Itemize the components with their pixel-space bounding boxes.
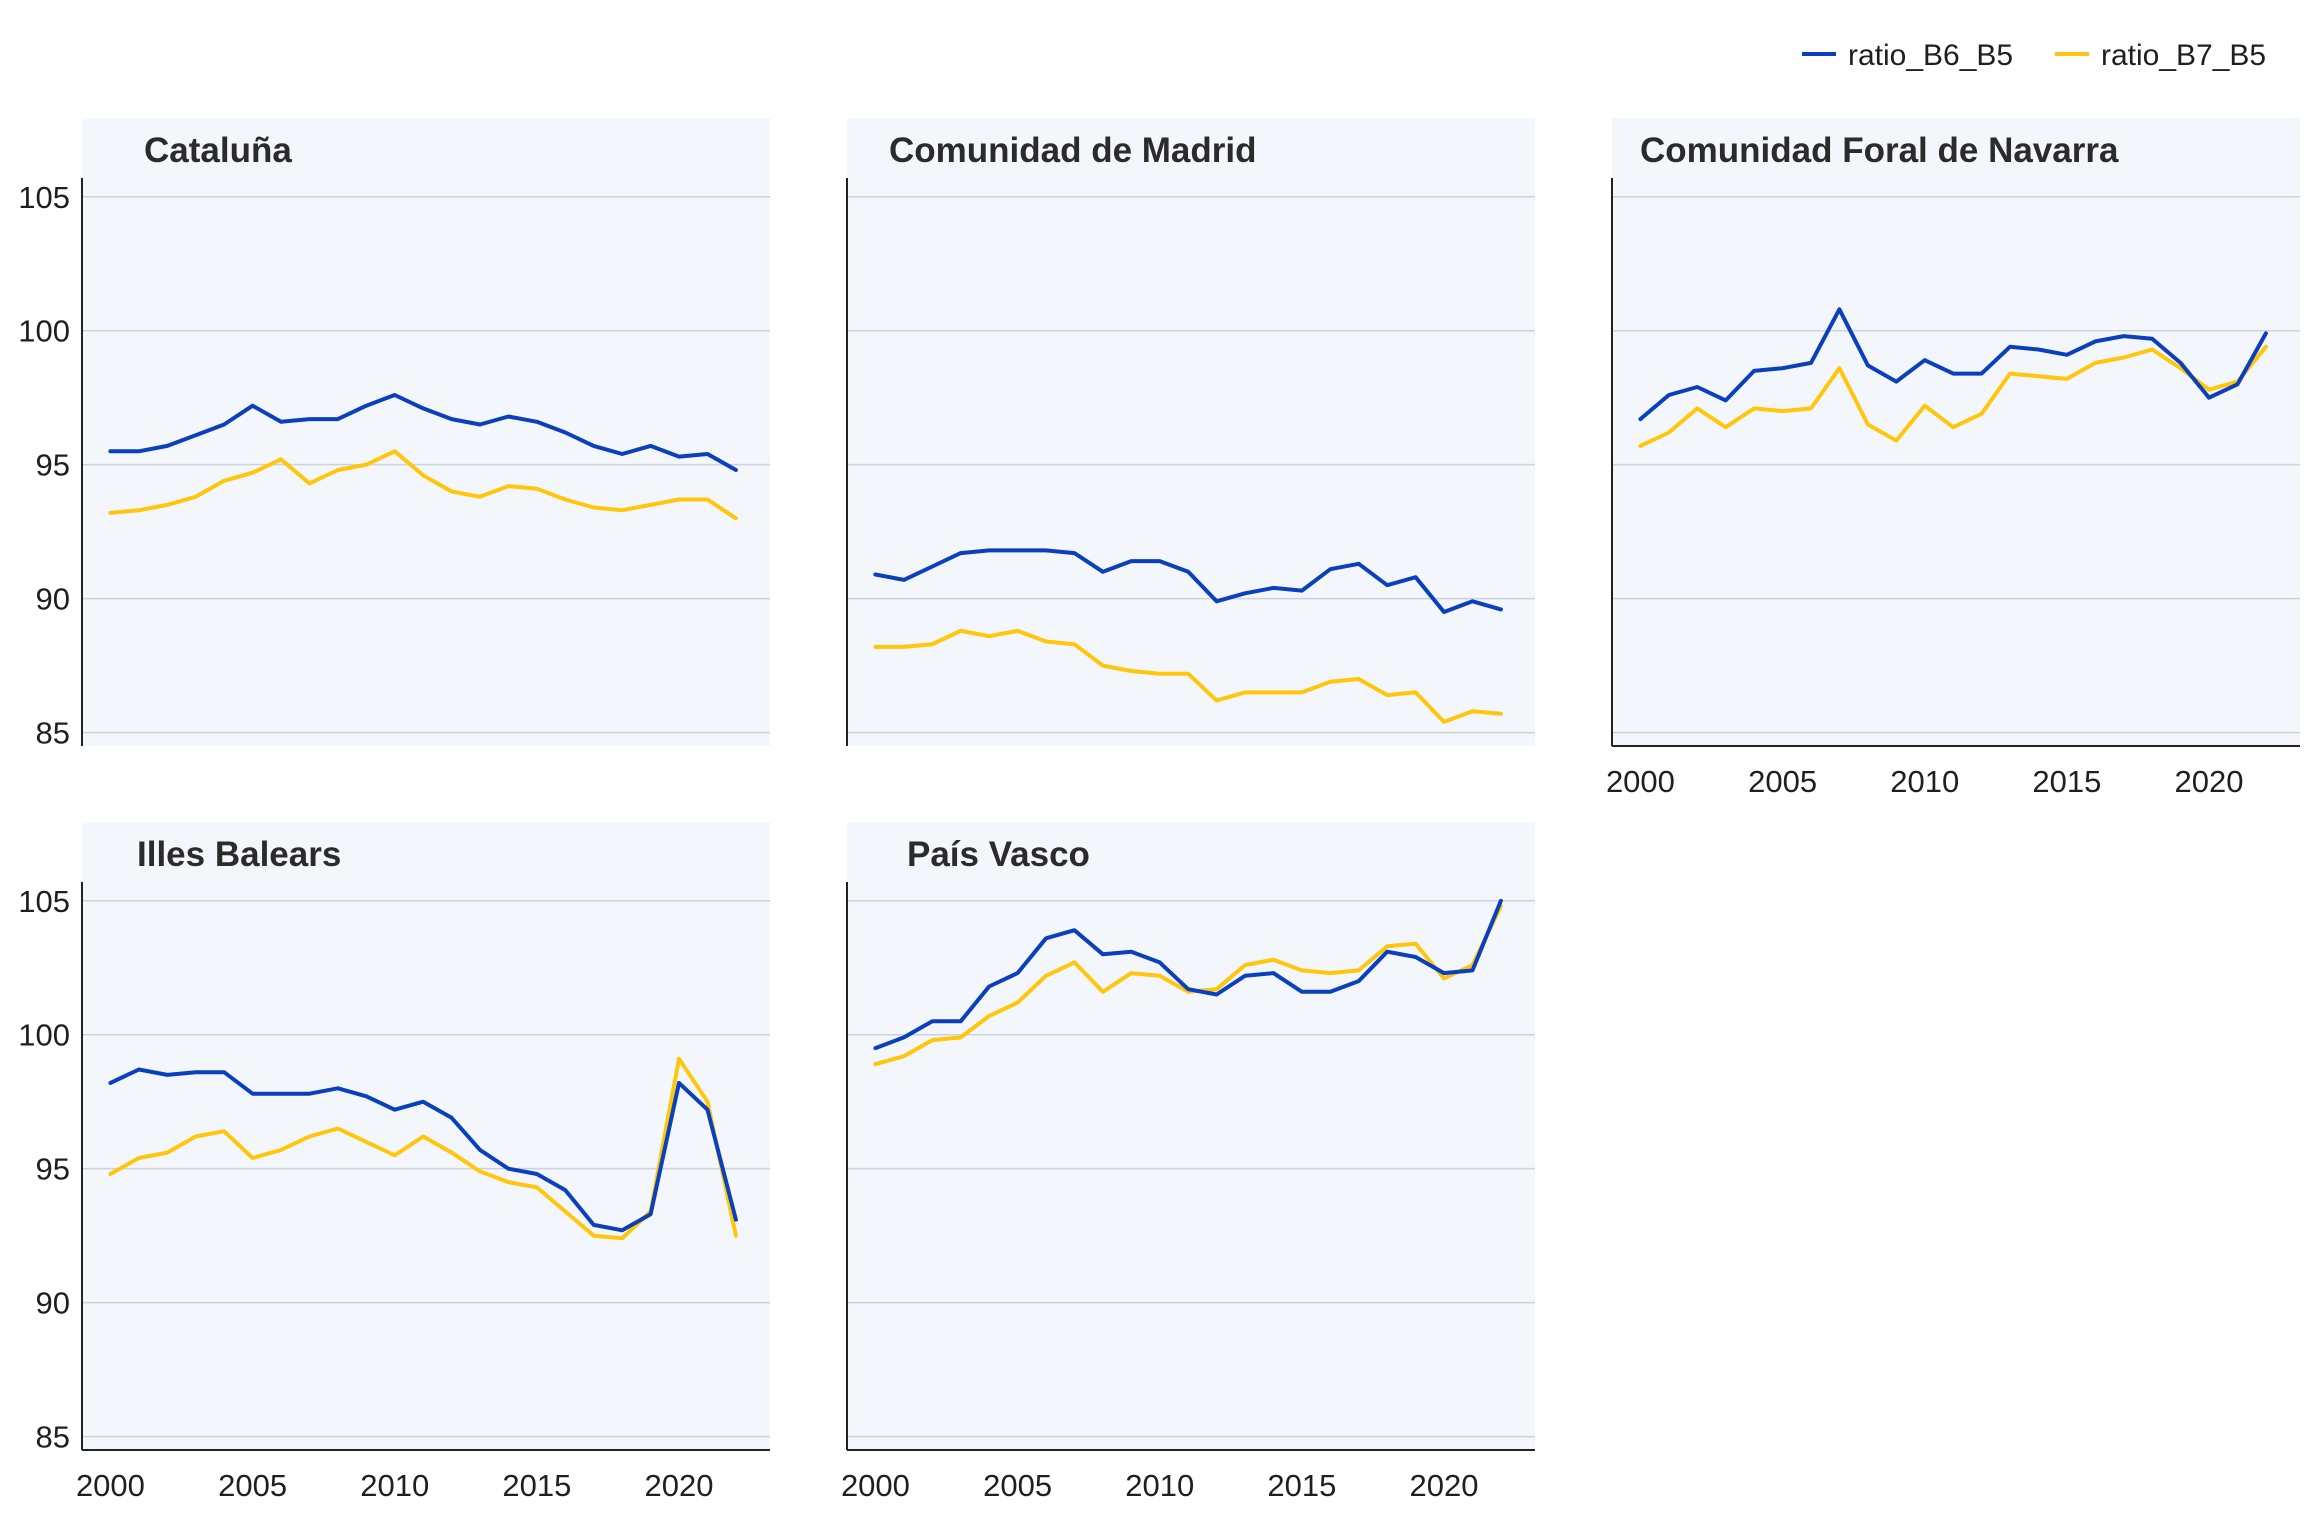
- y-tick-label: 90: [36, 1286, 70, 1321]
- y-tick-label: 105: [18, 180, 70, 215]
- x-tick-label: 2005: [218, 1468, 287, 1503]
- panel-comunidad-de-madrid: Comunidad de Madrid: [846, 118, 1535, 746]
- y-tick-label: 95: [36, 1152, 70, 1187]
- panel-illes-balears: Illes Balears 85 90 95 100 105 2000 2005 2010 201…: [18, 822, 770, 1503]
- panel-comunidad-foral-de-navarra: Comunidad Foral de Navarra 2000 2005 2010 20…: [1606, 118, 2300, 799]
- y-tick-label: 85: [36, 1420, 70, 1455]
- legend-label: ratio_B6_B5: [1848, 39, 2013, 72]
- legend: ratio_B6_B5 ratio_B7_B5: [1802, 39, 2266, 72]
- panel-title: País Vasco: [907, 835, 1090, 874]
- x-tick-label: 2000: [76, 1468, 145, 1503]
- y-tick-label: 90: [36, 582, 70, 617]
- series-line-ratio-b7-b5: [873, 628, 1503, 724]
- x-tick-label: 2000: [1606, 764, 1675, 799]
- series-line-ratio-b7-b5: [1638, 344, 2268, 448]
- y-tick-label: 85: [36, 716, 70, 751]
- panel-title: Comunidad Foral de Navarra: [1640, 131, 2119, 170]
- x-tick-label: 2020: [2175, 764, 2244, 799]
- legend-item-ratio-b7-b5: ratio_B7_B5: [2055, 39, 2266, 72]
- x-tick-label: 2015: [1267, 1468, 1336, 1503]
- panel-background: [847, 822, 1535, 1450]
- x-tick-label: 2020: [645, 1468, 714, 1503]
- series-line-ratio-b6-b5: [108, 1067, 738, 1233]
- panel-title: Cataluña: [144, 131, 292, 170]
- panel-title: Comunidad de Madrid: [889, 131, 1257, 170]
- x-tick-label: 2010: [1125, 1468, 1194, 1503]
- x-tick-label: 2010: [1890, 764, 1959, 799]
- series-line-ratio-b7-b5: [108, 449, 738, 521]
- panel-background: [82, 118, 770, 746]
- series-line-ratio-b6-b5: [108, 393, 738, 472]
- panel-cataluna: Cataluña 85 90 95 100 105: [18, 118, 770, 751]
- panel-title: Illes Balears: [137, 835, 341, 874]
- y-tick-label: 100: [18, 1018, 70, 1053]
- y-tick-label: 105: [18, 884, 70, 919]
- x-tick-label: 2020: [1410, 1468, 1479, 1503]
- panel-background: [847, 118, 1535, 746]
- x-tick-label: 2015: [502, 1468, 571, 1503]
- x-tick-label: 2015: [2032, 764, 2101, 799]
- legend-label: ratio_B7_B5: [2101, 39, 2266, 72]
- panel-background: [1612, 118, 2300, 746]
- panels: Cataluña 85 90 95 100 105 Comunidad de Madrid C…: [18, 118, 2300, 1503]
- x-tick-label: 2005: [983, 1468, 1052, 1503]
- legend-item-ratio-b6-b5: ratio_B6_B5: [1802, 39, 2013, 72]
- x-tick-label: 2005: [1748, 764, 1817, 799]
- x-tick-label: 2010: [360, 1468, 429, 1503]
- series-line-ratio-b7-b5: [108, 1056, 738, 1241]
- y-tick-label: 100: [18, 314, 70, 349]
- y-tick-label: 95: [36, 448, 70, 483]
- series-line-ratio-b6-b5: [873, 548, 1503, 614]
- panel-pais-vasco: País Vasco 2000 2005 2010 2015 2020: [841, 822, 1535, 1503]
- series-line-ratio-b6-b5: [873, 898, 1503, 1051]
- series-line-ratio-b7-b5: [873, 904, 1503, 1067]
- x-tick-label: 2000: [841, 1468, 910, 1503]
- series-line-ratio-b6-b5: [1638, 307, 2268, 422]
